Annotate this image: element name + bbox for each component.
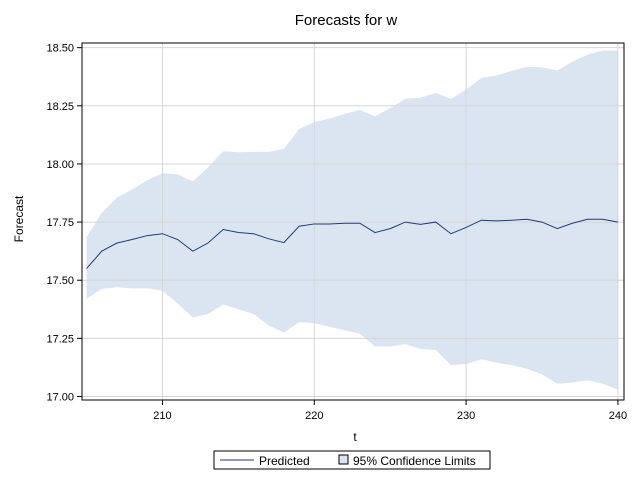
y-tick-label: 18.25 [46,101,74,113]
legend-box [213,450,491,470]
x-tick-label: 210 [153,410,171,422]
predicted-line [86,218,619,269]
y-tick-label: 17.75 [46,217,74,229]
legend-predicted-label: Predicted [259,454,310,468]
y-tick-label: 17.50 [46,275,74,287]
y-tick-label: 18.00 [46,159,74,171]
x-tick-label: 220 [305,410,323,422]
x-tick-label: 240 [609,410,627,422]
plot-frame [81,42,625,401]
y-tick-label: 17.25 [46,333,74,345]
x-axis-label: t [353,430,357,444]
legend-band-swatch [338,454,349,465]
chart-title: Forecasts for w [295,12,398,29]
plot-area: 210 220 230 240 17.00 17.25 17.50 17.75 18.00 18.… [46,42,627,422]
y-axis-label: Forecast [12,195,26,242]
y-tick-label: 18.50 [46,43,74,55]
y-tick-label: 17.00 [46,392,74,404]
legend: Predicted 95% Confidence Limits [213,450,491,470]
legend-band-label: 95% Confidence Limits [353,454,476,468]
x-tick-label: 230 [457,410,475,422]
confidence-band [86,50,618,390]
